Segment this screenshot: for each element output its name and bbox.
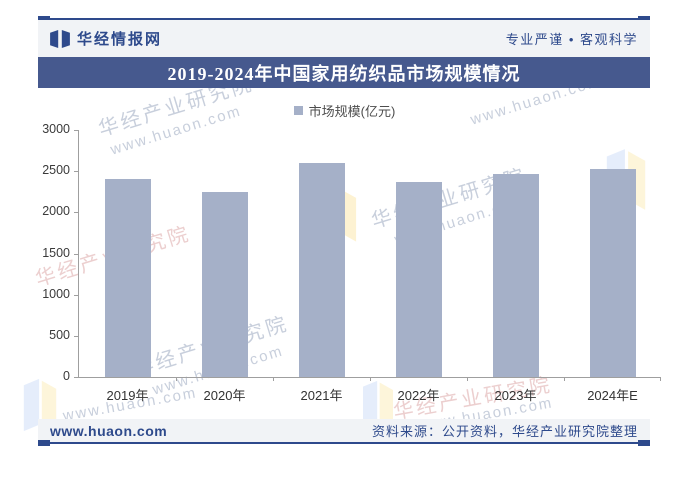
x-tick-label: 2022年 — [397, 388, 440, 403]
x-tick-label: 2023年 — [494, 388, 537, 403]
y-tick-mark — [74, 253, 78, 255]
top-rule — [38, 16, 650, 22]
plot-area: 0 500 1000 1500 2000 2500 3000 2019年 2020年 2021年 2… — [42, 122, 661, 403]
bar-2021年 — [298, 162, 345, 377]
y-tick-mark — [74, 335, 78, 337]
bar-2019年 — [104, 179, 151, 377]
y-tick-mark — [74, 130, 78, 131]
y-tick-label: 3000 — [42, 122, 70, 136]
y-tick-mark — [74, 377, 78, 378]
x-tick-mark — [660, 377, 661, 381]
y-tick-mark — [74, 294, 78, 296]
header-band: 华经情报网 专业严谨 • 客观科学 — [38, 20, 650, 57]
brand: 华经情报网 — [50, 28, 162, 49]
y-tick-label: 1000 — [42, 286, 70, 301]
y-tick-label: 2000 — [42, 204, 70, 219]
title-bar: 2019-2024年中国家用纺织品市场规模情况 — [38, 57, 650, 88]
x-tick-mark — [564, 377, 565, 381]
bar-2023年 — [492, 174, 539, 377]
x-tick-label: 2020年 — [203, 388, 246, 403]
bar-2024年E — [589, 168, 636, 377]
bottom-rule — [38, 440, 650, 446]
website-label: www.huaon.com — [50, 422, 168, 439]
x-tick-label: 2019年 — [106, 388, 149, 403]
legend-label: 市场规模(亿元) — [308, 104, 396, 119]
huajing-logo-icon — [50, 29, 70, 48]
bar-2022年 — [395, 181, 442, 377]
source-label: 资料来源：公开资料，华经产业研究院整理 — [371, 424, 638, 439]
x-tick-mark — [176, 377, 177, 381]
y-tick-label: 500 — [49, 327, 70, 342]
x-tick-mark — [467, 377, 468, 381]
x-tick-mark — [273, 377, 274, 381]
y-tick-label: 1500 — [42, 245, 70, 260]
brand-name: 华经情报网 — [77, 31, 163, 48]
y-tick-mark — [74, 171, 78, 173]
y-tick-mark — [74, 212, 78, 214]
legend-swatch-icon — [293, 106, 303, 115]
x-tick-label: 2021年 — [300, 388, 343, 403]
chart-title: 2019-2024年中国家用纺织品市场规模情况 — [167, 63, 521, 84]
x-tick-label: 2024年E — [587, 388, 638, 403]
y-tick-label: 2500 — [42, 163, 70, 178]
y-tick-label: 0 — [63, 369, 70, 383]
slogan: 专业严谨 • 客观科学 — [505, 32, 638, 47]
legend: 市场规模(亿元) — [0, 101, 689, 120]
bar-2020年 — [201, 191, 248, 377]
footer-band: www.huaon.com 资料来源：公开资料，华经产业研究院整理 — [38, 419, 650, 442]
x-tick-mark — [370, 377, 371, 381]
